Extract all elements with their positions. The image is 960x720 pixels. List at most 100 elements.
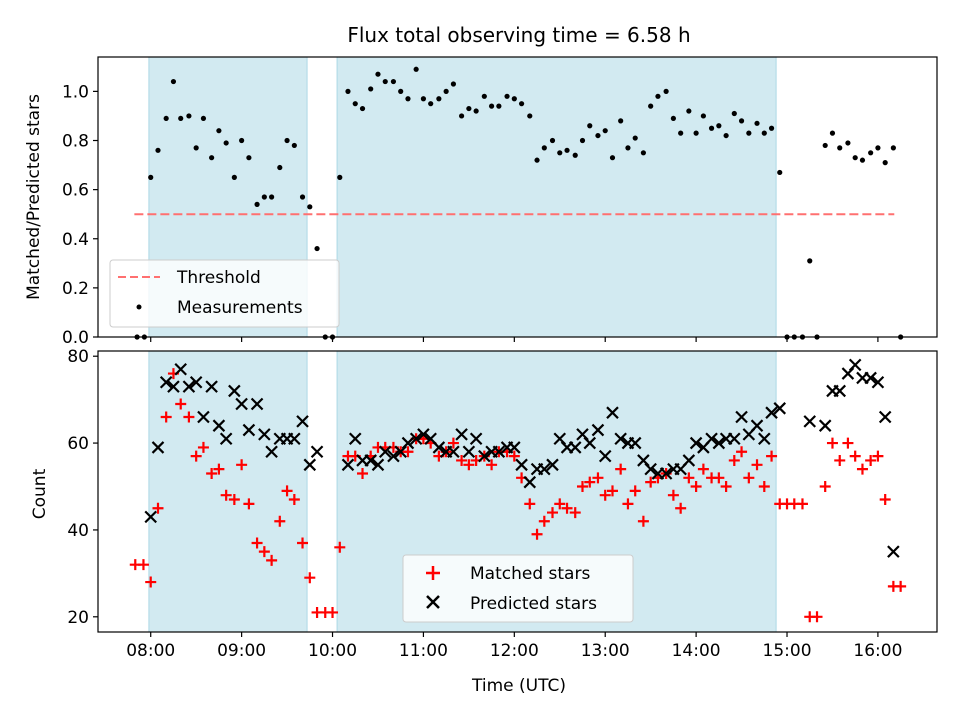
xtick-label: 09:00 [217, 641, 266, 661]
measurement-point [587, 123, 593, 129]
measurement-point [345, 88, 351, 94]
measurement-point [496, 103, 502, 109]
predicted-point [197, 410, 210, 424]
measurement-point [443, 88, 449, 94]
measurement-point [609, 155, 616, 161]
matched-point [288, 494, 300, 506]
matched-point [728, 454, 740, 466]
measurement-point [458, 113, 465, 119]
measurement-point [239, 137, 245, 144]
measurement-point [716, 123, 722, 129]
top-ytick-label: 0.4 [62, 230, 89, 250]
matched-point [645, 476, 657, 488]
measurement-point [436, 96, 442, 102]
measurement-point [829, 130, 836, 136]
matched-point [357, 467, 369, 479]
top-ytick-label: 0.0 [62, 328, 89, 348]
bottom-ylabel: Count [30, 468, 50, 519]
measurement-point [420, 96, 427, 102]
predicted-point [492, 445, 506, 459]
measurement-point [625, 145, 631, 151]
matched-point [190, 450, 202, 462]
measurement-point [557, 150, 563, 156]
bottom-ytick-label: 40 [67, 521, 89, 541]
top-ytick-label: 0.8 [62, 132, 89, 152]
matched-point [622, 498, 634, 510]
measurement-point [261, 194, 267, 200]
legend-measurements-label: Measurements [177, 298, 303, 318]
predicted-point [659, 467, 673, 480]
predicted-point [235, 397, 248, 411]
matched-point [675, 502, 687, 514]
measurement-point [299, 194, 306, 200]
measurement-point [359, 105, 366, 112]
measurement-point [723, 132, 729, 139]
predicted-point [606, 406, 619, 419]
measurement-point [223, 140, 229, 146]
matched-point [327, 606, 339, 618]
predicted-point [750, 419, 764, 432]
measurement-point [768, 125, 775, 131]
measurement-point [837, 145, 843, 151]
matched-point [720, 481, 732, 493]
matched-point [463, 459, 475, 471]
measurement-point [731, 110, 737, 117]
predicted-point [765, 406, 778, 419]
predicted-point [288, 432, 301, 446]
predicted-point [462, 445, 476, 459]
matched-point [508, 450, 520, 462]
measurement-point [178, 115, 184, 122]
matched-point [546, 507, 558, 519]
predicted-point [205, 380, 218, 393]
matched-point [213, 463, 225, 475]
predicted-point [848, 358, 862, 372]
measurement-point [738, 118, 745, 124]
matched-point [524, 498, 536, 510]
predicted-point [538, 462, 551, 476]
measurement-point [382, 78, 388, 85]
predicted-point [228, 384, 241, 398]
predicted-point [864, 371, 877, 385]
predicted-point [242, 423, 256, 437]
matched-point [304, 572, 316, 584]
matched-point [236, 459, 248, 471]
matched-point [402, 446, 414, 458]
measurement-point [307, 204, 313, 210]
predicted-point [546, 458, 559, 472]
xtick-label: 16:00 [853, 641, 902, 661]
measurement-point [640, 150, 646, 156]
bottom-shaded-span-1 [148, 350, 308, 633]
predicted-point [682, 454, 696, 467]
measurement-point [314, 245, 320, 252]
predicted-point [598, 449, 612, 463]
predicted-point [219, 432, 233, 446]
measurement-point [193, 145, 199, 151]
measurement-point [700, 113, 706, 119]
predicted-point [469, 432, 483, 446]
measurement-point [868, 150, 874, 156]
predicted-point [144, 510, 157, 524]
bottom-legend: Matched stars Predicted stars [402, 554, 634, 623]
measurement-point [693, 130, 699, 136]
matched-point [736, 446, 748, 458]
measurement-point [398, 88, 404, 94]
predicted-point [167, 380, 180, 393]
measurement-point [761, 130, 767, 136]
matched-point [561, 502, 573, 514]
matched-point [251, 537, 263, 549]
measurement-point [466, 105, 472, 112]
predicted-point [378, 445, 392, 459]
top-legend-frame [109, 259, 340, 328]
measurement-point [648, 103, 654, 109]
xtick-label: 10:00 [308, 641, 357, 661]
bottom-axes: 08:00 09:00 10:00 11:00 12:00 13:00 14:00 15:00… [67, 347, 938, 661]
measurement-point [473, 108, 479, 114]
top-ytick-label: 0.6 [62, 181, 89, 201]
measurement-point [595, 132, 601, 139]
predicted-point [478, 449, 491, 463]
matched-point [811, 611, 823, 623]
matched-point [599, 489, 611, 501]
matched-point [865, 454, 877, 466]
predicted-point [818, 419, 832, 432]
predicted-point [447, 445, 460, 459]
